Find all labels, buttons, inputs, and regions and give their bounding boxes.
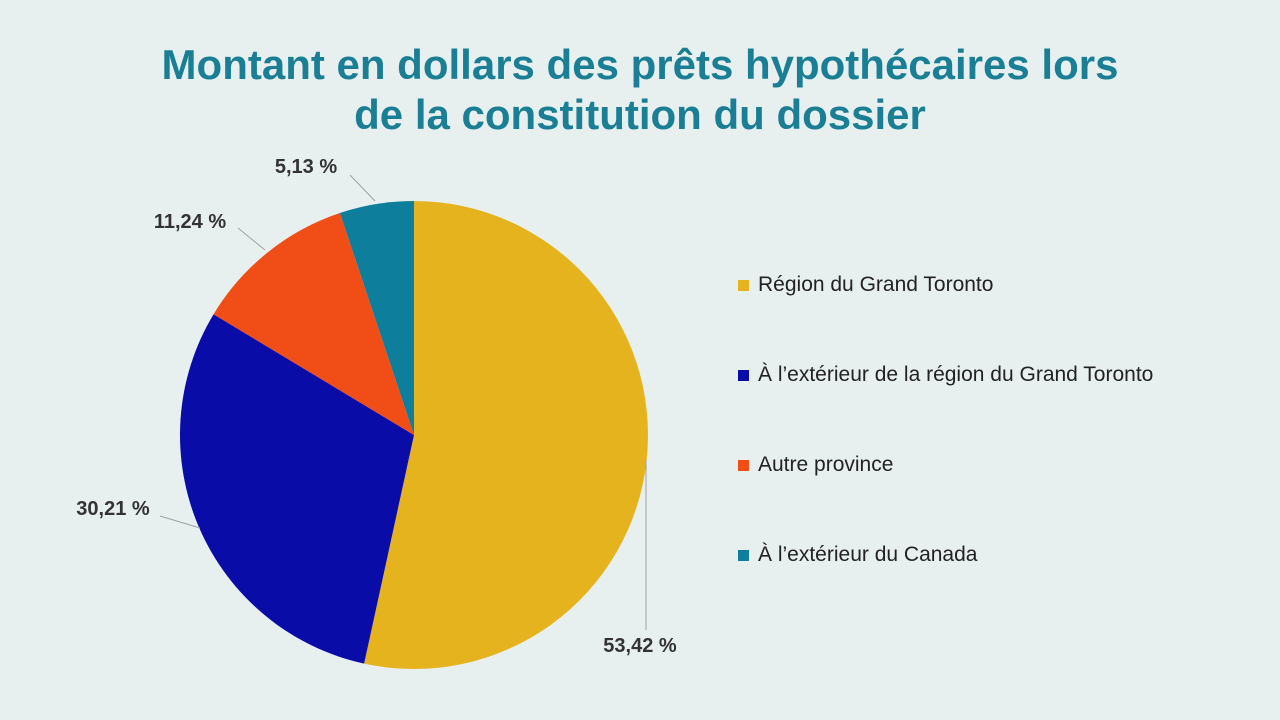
legend-label: Autre province (758, 453, 894, 476)
legend-swatch (738, 369, 749, 381)
legend-swatch (738, 459, 749, 471)
leader-lines (159, 174, 647, 630)
leader-line (159, 515, 201, 529)
pie-slice (364, 201, 648, 669)
chart-title: Montant en dollars des prêts hypothécair… (90, 40, 1190, 140)
legend-item: Région du Grand Toronto (738, 270, 1153, 300)
pie-slice (180, 314, 414, 664)
legend-swatch (738, 549, 749, 561)
legend-label: Région du Grand Toronto (758, 273, 994, 296)
chart-title-line-1: Montant en dollars des prêts hypothécair… (161, 41, 1119, 88)
leader-line (349, 174, 376, 202)
pie-slice (213, 213, 414, 435)
data-label: 53,42 % (603, 635, 677, 657)
data-labels: 53,42 % 30,21 % 11,24 % 5,13 % (76, 156, 677, 657)
pie-slice (339, 201, 414, 435)
legend: Région du Grand Toronto À l’extérieur de … (738, 270, 1153, 630)
legend-label: À l’extérieur de la région du Grand Toro… (758, 363, 1154, 386)
data-label: 5,13 % (275, 156, 337, 178)
data-label: 30,21 % (76, 498, 150, 520)
leader-line (237, 227, 266, 251)
legend-item: Autre province (738, 450, 1153, 480)
legend-item: À l’extérieur du Canada (738, 540, 1153, 570)
legend-item: À l’extérieur de la région du Grand Toro… (738, 360, 1153, 390)
pie-slices (180, 201, 648, 669)
data-label: 11,24 % (154, 211, 227, 233)
legend-label: À l’extérieur du Canada (758, 543, 978, 566)
legend-swatch (738, 279, 749, 291)
chart-title-line-2: de la constitution du dossier (354, 91, 926, 138)
